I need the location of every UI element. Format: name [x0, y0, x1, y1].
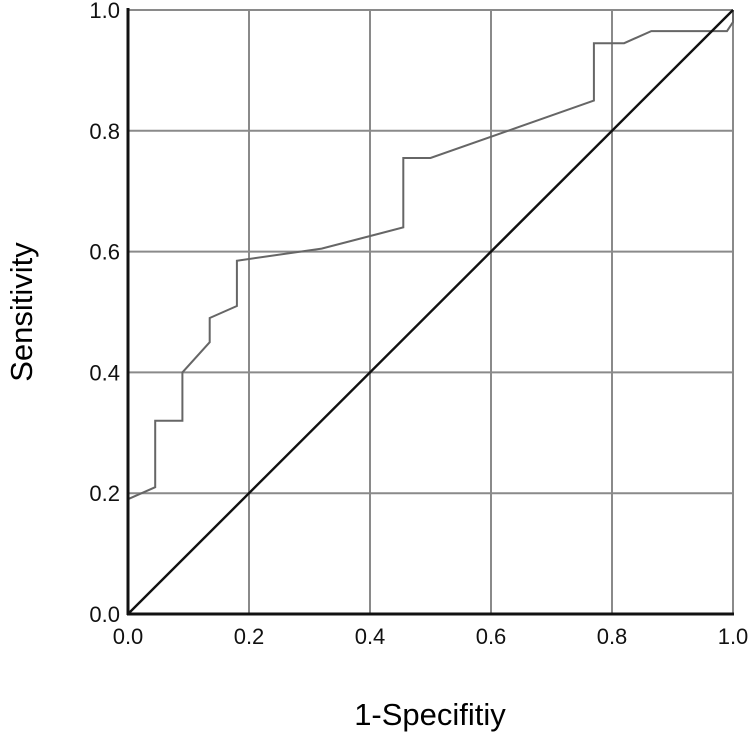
- x-tick-label-1: 0.2: [234, 624, 265, 649]
- y-tick-label-4: 0.8: [89, 119, 120, 144]
- roc-curve-line: [127, 10, 734, 501]
- x-tick-label-0: 0.0: [113, 624, 144, 649]
- x-axis-title: 1-Specifitiy: [354, 697, 506, 732]
- grid-lines: [127, 9, 734, 615]
- series-layer: [127, 9, 734, 615]
- y-tick-label-2: 0.4: [89, 360, 120, 385]
- x-tick-label-3: 0.6: [476, 624, 507, 649]
- x-tick-label-2: 0.4: [355, 624, 386, 649]
- y-tick-label-5: 1.0: [89, 0, 120, 23]
- axes: [126, 8, 734, 616]
- y-tick-label-3: 0.6: [89, 240, 120, 265]
- y-tick-label-1: 0.2: [89, 481, 120, 506]
- x-tick-label-5: 1.0: [718, 624, 749, 649]
- reference-diagonal-line: [127, 9, 734, 615]
- y-tick-label-0: 0.0: [89, 602, 120, 627]
- x-tick-label-4: 0.8: [597, 624, 628, 649]
- y-axis-title: Sensitivity: [4, 242, 39, 382]
- tick-labels: 0.0 0.2 0.4 0.6 0.8 1.0 0.0 0.2 0.4 0.6 0.8 1.0: [89, 0, 748, 649]
